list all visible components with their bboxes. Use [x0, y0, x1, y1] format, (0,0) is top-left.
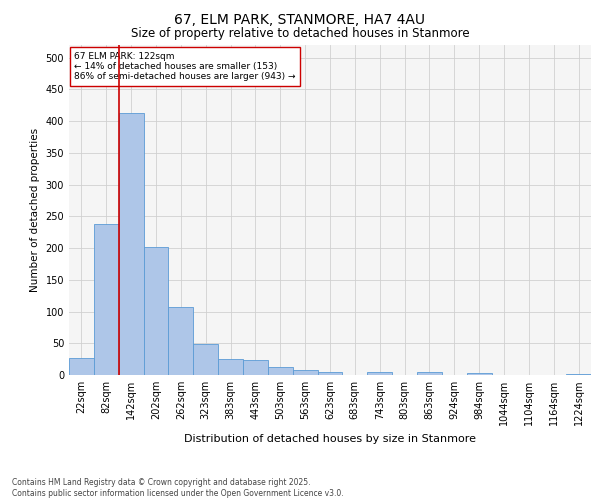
Bar [467, 373, 491, 375]
Bar [417, 372, 442, 375]
Bar [143, 248, 169, 375]
Bar [119, 113, 143, 375]
X-axis label: Distribution of detached houses by size in Stanmore: Distribution of detached houses by size … [184, 434, 476, 444]
Y-axis label: Number of detached properties: Number of detached properties [30, 128, 40, 292]
Text: Size of property relative to detached houses in Stanmore: Size of property relative to detached ho… [131, 28, 469, 40]
Bar [218, 358, 243, 375]
Bar [94, 224, 119, 375]
Text: Contains HM Land Registry data © Crown copyright and database right 2025.
Contai: Contains HM Land Registry data © Crown c… [12, 478, 344, 498]
Bar [69, 358, 94, 375]
Text: 67, ELM PARK, STANMORE, HA7 4AU: 67, ELM PARK, STANMORE, HA7 4AU [175, 12, 425, 26]
Bar [243, 360, 268, 375]
Bar [268, 368, 293, 375]
Text: 67 ELM PARK: 122sqm
← 14% of detached houses are smaller (153)
86% of semi-detac: 67 ELM PARK: 122sqm ← 14% of detached ho… [74, 52, 296, 82]
Bar [293, 370, 317, 375]
Bar [193, 344, 218, 375]
Bar [317, 372, 343, 375]
Bar [169, 307, 193, 375]
Bar [367, 372, 392, 375]
Bar [566, 374, 591, 375]
